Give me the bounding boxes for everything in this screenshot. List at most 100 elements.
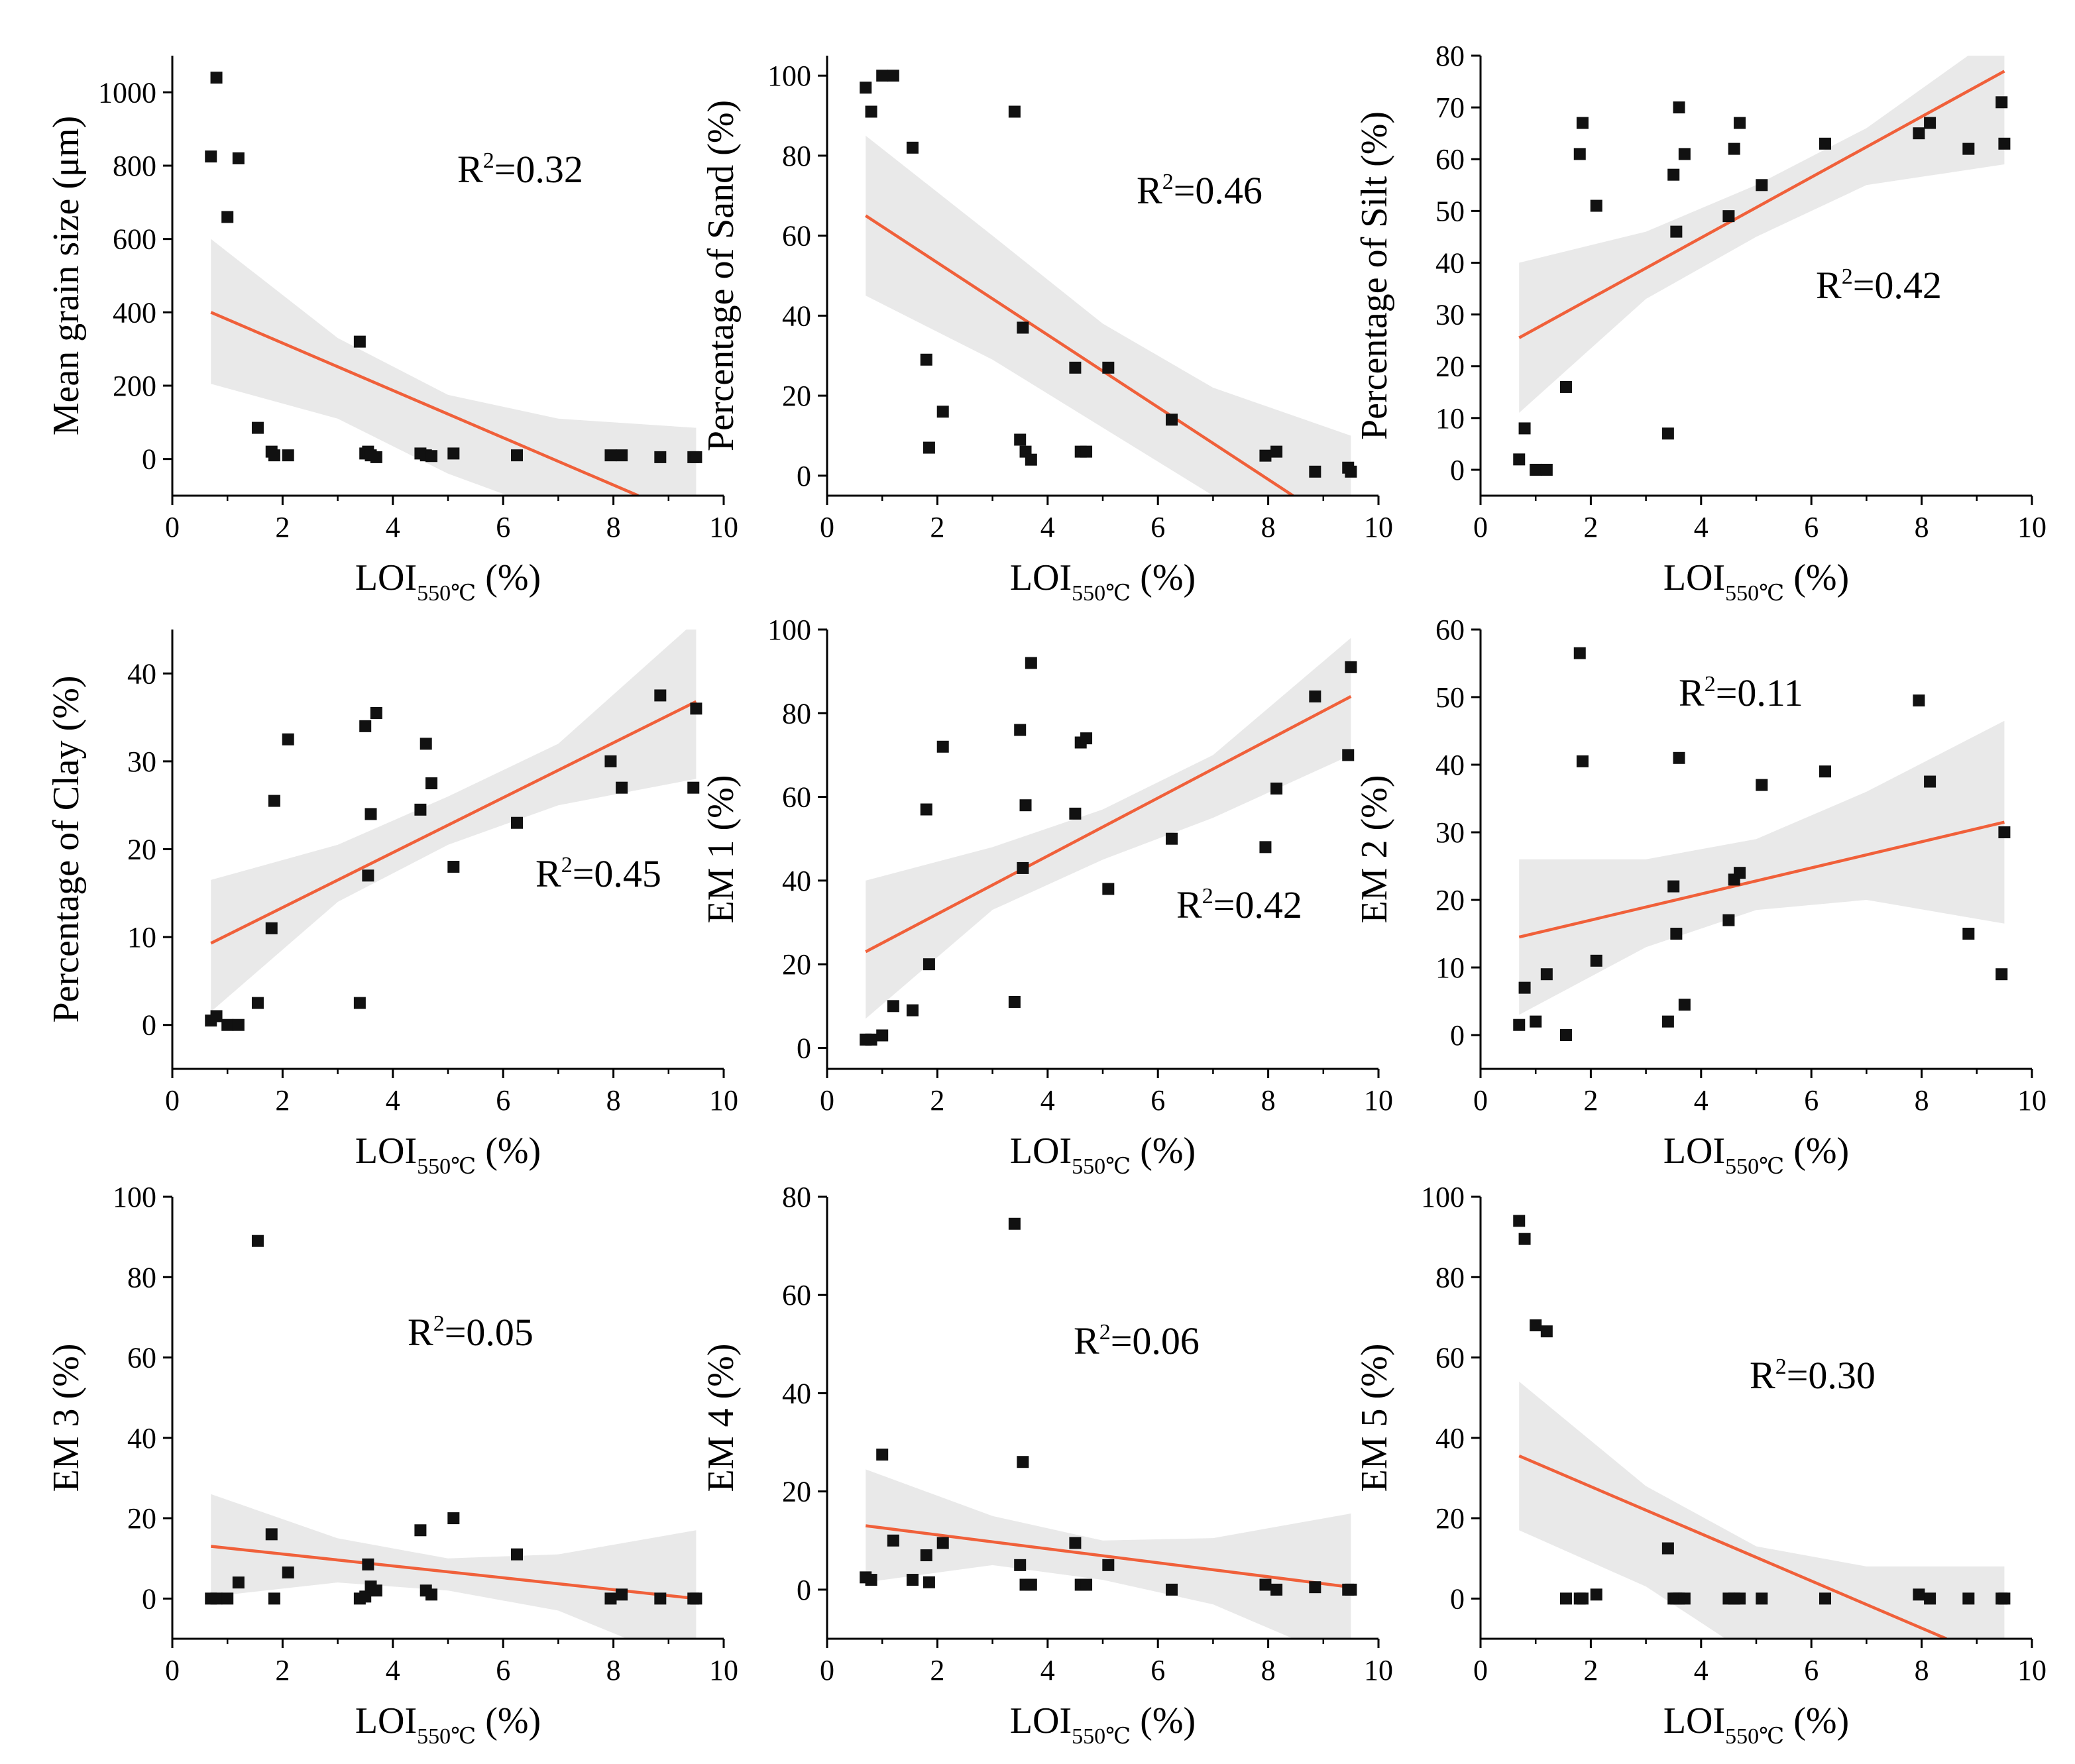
- x-tick-label: 8: [1915, 1654, 1929, 1686]
- data-point: [1995, 96, 2008, 109]
- plot-area: [860, 70, 1357, 496]
- data-point: [1756, 179, 1768, 192]
- data-point: [1270, 445, 1283, 458]
- data-point: [511, 449, 523, 462]
- data-point: [1678, 148, 1691, 160]
- plot-area: [205, 72, 702, 496]
- y-tick-label: 0: [1450, 454, 1465, 486]
- data-point: [1270, 782, 1283, 795]
- x-tick-label: 2: [930, 511, 944, 543]
- data-point: [616, 1588, 628, 1601]
- data-point: [1259, 449, 1272, 462]
- y-tick-label: 80: [1435, 40, 1465, 72]
- y-axis-label: EM 2 (%): [1354, 775, 1395, 924]
- y-tick-label: 0: [1450, 1582, 1465, 1615]
- data-point: [221, 1592, 234, 1605]
- data-point: [1014, 1559, 1027, 1571]
- data-point: [1576, 755, 1589, 767]
- x-tick-label: 4: [386, 1654, 400, 1686]
- r-squared-label: R2=0.42: [1176, 883, 1302, 926]
- data-point: [1530, 1319, 1542, 1332]
- y-tick-label: 800: [113, 150, 156, 182]
- x-tick-label: 10: [2017, 511, 2047, 543]
- data-point: [1661, 1542, 1674, 1555]
- x-tick-label: 4: [386, 1084, 400, 1117]
- x-tick-label: 6: [1804, 1654, 1819, 1686]
- y-tick-label: 0: [797, 460, 811, 492]
- y-tick-label: 60: [782, 1279, 811, 1311]
- y-tick-label: 60: [127, 1342, 156, 1374]
- y-axis-label: Mean grain size (μm): [46, 116, 87, 436]
- x-tick-label: 0: [1473, 511, 1488, 543]
- y-tick-label: 40: [782, 300, 811, 332]
- y-tick-label: 20: [1435, 1502, 1465, 1535]
- x-axis-label: LOI550℃ (%): [1663, 1130, 1849, 1179]
- plot-area: [205, 630, 702, 1031]
- confidence-band: [1519, 720, 2005, 1015]
- data-point: [251, 421, 264, 434]
- data-point: [370, 1584, 382, 1597]
- data-point: [920, 803, 932, 816]
- data-point: [1559, 380, 1572, 393]
- x-tick-label: 0: [820, 1654, 834, 1686]
- chart-panel-4: 0 2 4 6 8 10 0 10 20 30 40 Percentage of Clay (%) LO…: [46, 630, 738, 1179]
- y-tick-label: 10: [1435, 952, 1465, 984]
- y-tick-label: 30: [127, 745, 156, 778]
- data-point: [887, 1000, 899, 1013]
- x-tick-label: 10: [1364, 511, 1393, 543]
- y-tick-label: 10: [127, 921, 156, 954]
- data-point: [1017, 861, 1029, 874]
- x-tick-label: 10: [1364, 1084, 1393, 1117]
- data-point: [1259, 841, 1272, 854]
- data-point: [1025, 1578, 1037, 1591]
- data-point: [887, 1534, 899, 1547]
- y-axis-label: Percentage of Clay (%): [46, 676, 87, 1023]
- data-point: [1069, 807, 1082, 820]
- x-tick-label: 8: [1915, 1084, 1929, 1117]
- data-point: [511, 1548, 523, 1561]
- data-point: [221, 1019, 234, 1031]
- x-tick-label: 0: [165, 1084, 180, 1117]
- data-point: [1998, 137, 2011, 150]
- x-axis-label: LOI550℃ (%): [1663, 1700, 1849, 1749]
- data-point: [920, 353, 932, 366]
- data-point: [1661, 427, 1674, 440]
- x-tick-label: 10: [2017, 1084, 2047, 1117]
- y-tick-label: 20: [127, 834, 156, 866]
- data-point: [876, 1029, 889, 1042]
- fit-line: [210, 1545, 697, 1600]
- plot-area: [1513, 647, 2011, 1041]
- data-point: [251, 1235, 264, 1247]
- data-point: [1345, 465, 1357, 478]
- data-point: [1819, 137, 1831, 150]
- r-squared-label: R2=0.05: [408, 1311, 533, 1354]
- x-tick-label: 4: [1040, 1654, 1055, 1686]
- data-point: [1573, 647, 1586, 659]
- y-tick-label: 30: [1435, 299, 1465, 331]
- x-tick-label: 6: [1150, 1084, 1165, 1117]
- data-point: [1962, 928, 1975, 940]
- confidence-band: [211, 630, 697, 1012]
- data-point: [1913, 1588, 1925, 1601]
- data-point: [1025, 657, 1037, 669]
- x-tick-label: 8: [1261, 511, 1276, 543]
- x-tick-label: 2: [275, 1084, 290, 1117]
- data-point: [1102, 883, 1115, 895]
- data-point: [425, 450, 438, 463]
- data-point: [1069, 1537, 1082, 1549]
- y-tick-label: 100: [1421, 1181, 1465, 1213]
- plot-area: [1513, 56, 2011, 476]
- x-tick-label: 4: [1694, 1654, 1709, 1686]
- x-tick-label: 8: [606, 511, 621, 543]
- data-point: [425, 777, 438, 790]
- data-point: [1590, 199, 1602, 212]
- data-point: [210, 72, 223, 84]
- data-point: [1540, 463, 1553, 476]
- x-tick-label: 10: [709, 511, 738, 543]
- data-point: [268, 795, 280, 807]
- data-point: [251, 997, 264, 1009]
- x-tick-label: 8: [1261, 1084, 1276, 1117]
- data-point: [210, 1010, 223, 1022]
- y-tick-label: 80: [127, 1261, 156, 1294]
- data-point: [906, 141, 919, 154]
